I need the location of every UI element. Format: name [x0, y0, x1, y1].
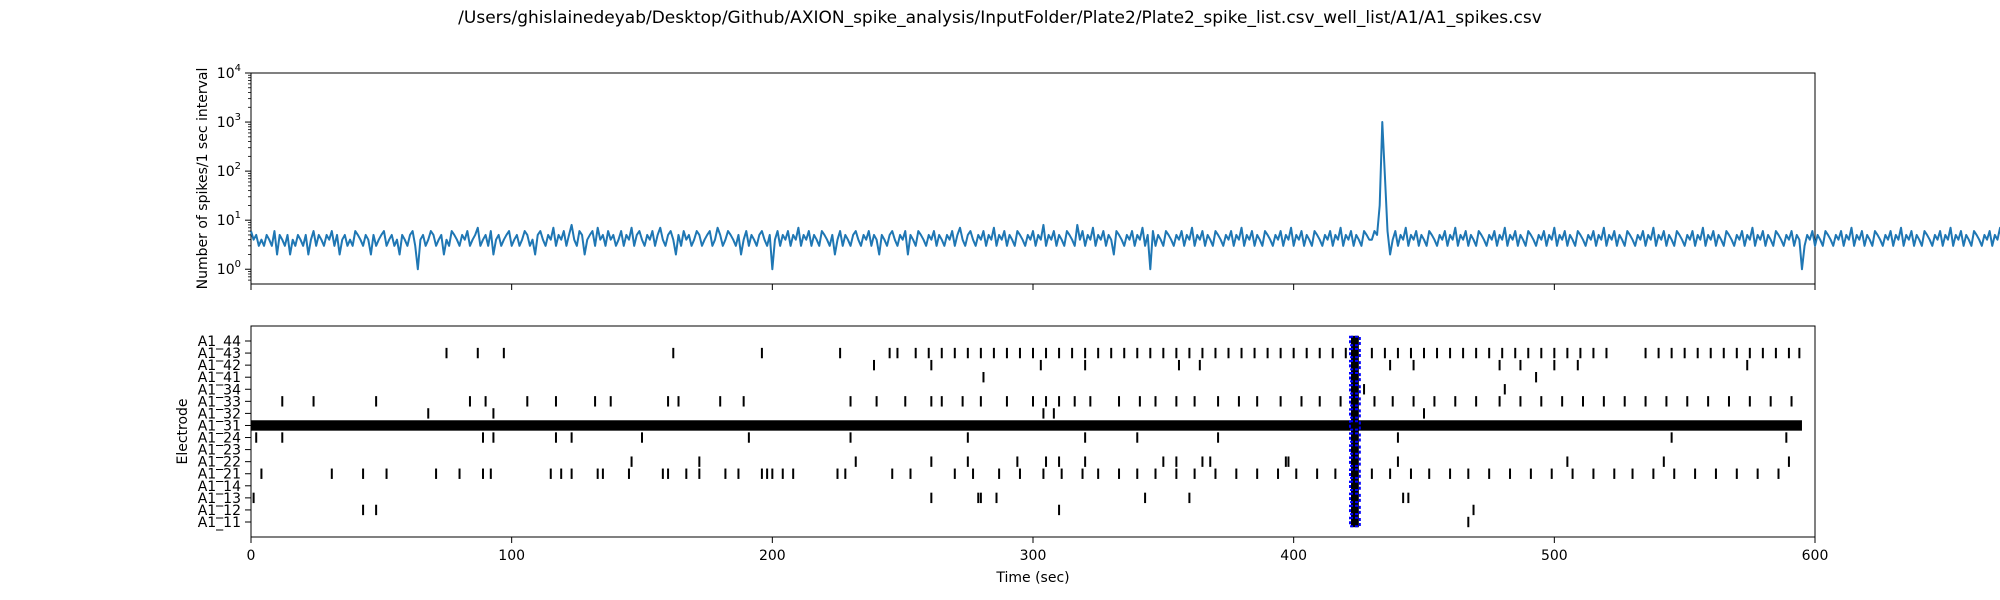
electrode-tick-label: A1_44 [198, 334, 241, 350]
burst-highlight [1349, 456, 1361, 467]
electrode-tick-label: A1_32 [198, 406, 241, 422]
burst-highlight [1349, 504, 1361, 516]
electrode-tick-label: A1_34 [198, 382, 241, 398]
x-tick-label: 0 [247, 548, 256, 564]
top-axes-frame [250, 72, 1816, 285]
y-tick-label: 100 [217, 259, 241, 278]
raster-panel: A1_11A1_12A1_13A1_14A1_21A1_22A1_23A1_24… [175, 325, 1829, 586]
burst-highlight [1349, 444, 1361, 455]
burst-highlight [1349, 480, 1361, 492]
electrode-tick-label: A1_24 [198, 431, 241, 447]
electrode-tick-label: A1_13 [198, 491, 241, 507]
x-tick-label: 400 [1280, 548, 1307, 564]
top-y-axis-label: Number of spikes/1 sec interval [195, 68, 211, 290]
burst-highlight [1349, 372, 1361, 383]
spike-rate-line [250, 121, 2000, 271]
electrode-tick-label: A1_22 [198, 455, 241, 471]
burst-highlight [1349, 420, 1361, 431]
burst-highlight [1349, 432, 1361, 443]
burst-highlight [1349, 335, 1361, 347]
x-tick-label: 500 [1541, 548, 1568, 564]
y-tick-label: 104 [217, 63, 241, 82]
y-tick-label: 101 [217, 210, 241, 229]
burst-block [1351, 335, 1359, 528]
x-tick-label: 600 [1802, 548, 1829, 564]
electrode-tick-label: A1_31 [198, 418, 241, 434]
x-tick-label: 100 [498, 548, 525, 564]
figure-title: /Users/ghislainedeyab/Desktop/Github/AXI… [458, 8, 1542, 28]
electrode-tick-label: A1_43 [198, 346, 241, 362]
electrode-tick-label: A1_12 [198, 503, 241, 519]
burst-highlight [1349, 492, 1361, 504]
burst-highlight [1349, 359, 1361, 371]
electrode-tick-label: A1_23 [198, 443, 241, 459]
x-tick-label: 200 [759, 548, 786, 564]
x-tick-label: 300 [1020, 548, 1047, 564]
burst-highlight [1349, 347, 1361, 359]
electrode-tick-label: A1_41 [198, 370, 241, 386]
y-tick-label: 103 [217, 112, 241, 131]
x-axis-label: Time (sec) [995, 570, 1069, 586]
burst-highlight [1349, 396, 1361, 407]
electrode-tick-label: A1_11 [198, 515, 241, 531]
electrode-tick-label: A1_14 [198, 479, 241, 495]
spike-band [251, 420, 1802, 431]
burst-highlight [1349, 408, 1361, 419]
burst-highlight [1349, 468, 1361, 479]
electrode-tick-label: A1_42 [198, 358, 241, 374]
burst-highlight [1349, 384, 1361, 395]
raster-y-axis-label: Electrode [175, 398, 191, 464]
electrode-tick-label: A1_21 [198, 467, 241, 483]
spike-rate-panel: 100 101 102 103 104 Number of spikes/1 sec in… [195, 63, 2000, 290]
y-tick-label: 102 [217, 161, 241, 180]
burst-highlight [1349, 516, 1361, 528]
electrode-tick-label: A1_33 [198, 394, 241, 410]
